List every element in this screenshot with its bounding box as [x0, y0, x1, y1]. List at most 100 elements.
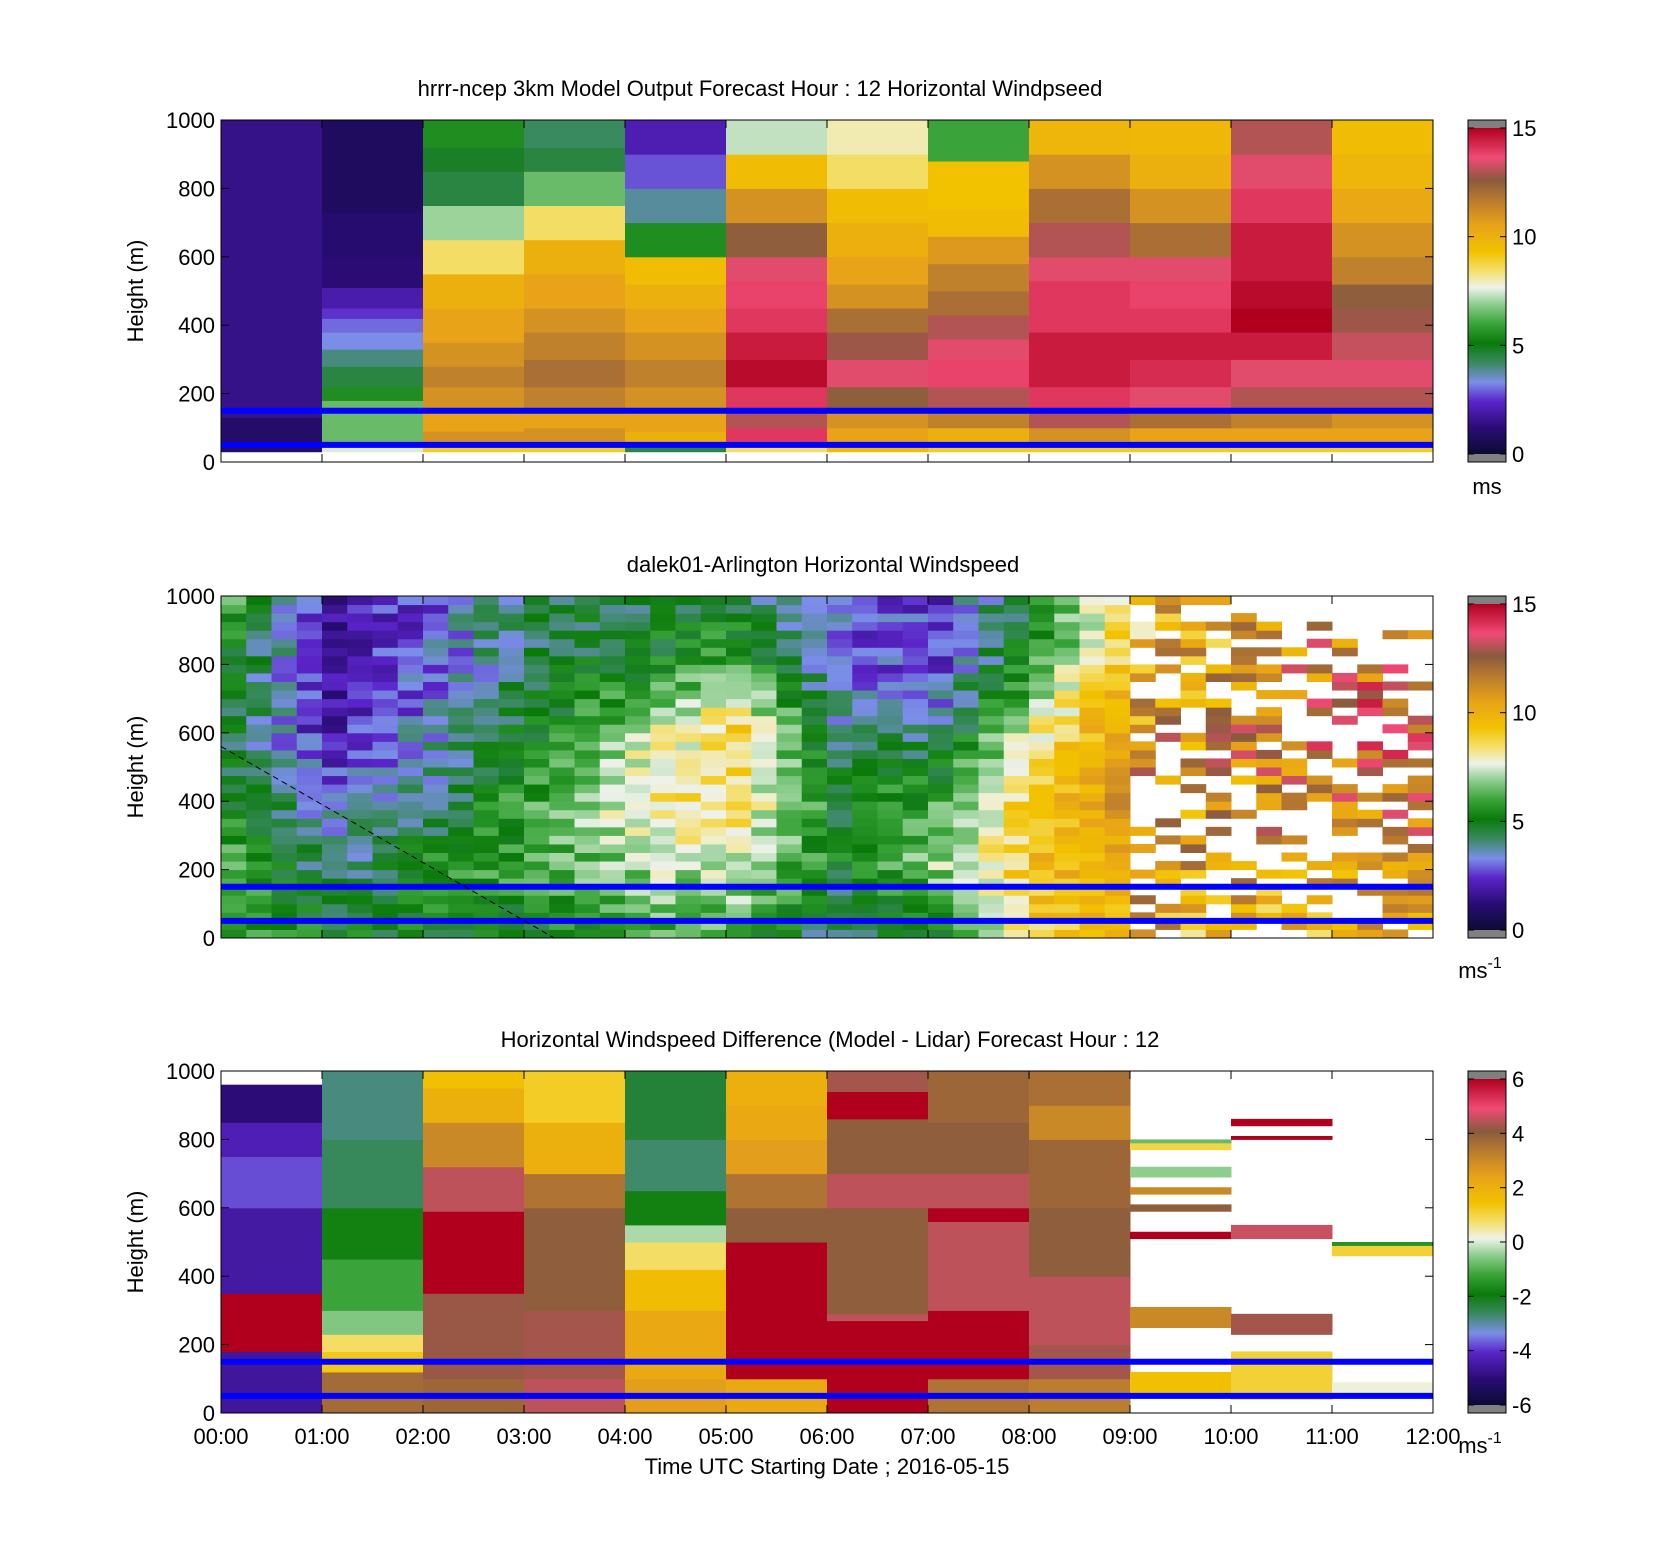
heatmap-cell — [827, 596, 853, 606]
heatmap-cell — [1180, 767, 1207, 777]
heatmap-cell — [599, 664, 626, 674]
heatmap-cell — [574, 690, 601, 700]
heatmap-cell — [827, 698, 853, 708]
panel-lidar: dalek01-Arlington Horizontal Windspeed 0… — [123, 552, 1536, 983]
y-tick-label: 600 — [178, 245, 215, 270]
heatmap-cell — [978, 749, 1005, 759]
heatmap-cell — [372, 690, 399, 700]
heatmap-cell — [574, 818, 601, 828]
heatmap-cell — [902, 861, 929, 871]
heatmap-cell — [423, 664, 449, 674]
heatmap-cell — [625, 826, 651, 836]
heatmap-cell — [902, 767, 929, 777]
heatmap-cell — [1231, 809, 1257, 819]
heatmap-cell — [1332, 188, 1434, 224]
heatmap-cell — [524, 147, 626, 172]
heatmap-cell — [372, 801, 399, 811]
heatmap-cell — [1130, 869, 1156, 879]
heatmap-cell — [726, 613, 752, 623]
heatmap-cell — [625, 775, 651, 785]
heatmap-cell — [625, 749, 651, 759]
y-tick-label: 1000 — [166, 108, 215, 133]
panel-2-colorbar-overflow-high — [1468, 596, 1506, 604]
heatmap-cell — [877, 630, 904, 640]
heatmap-cell — [322, 681, 348, 691]
heatmap-cell — [1231, 1135, 1333, 1140]
heatmap-cell — [1054, 895, 1080, 905]
heatmap-cell — [574, 707, 601, 717]
heatmap-cell — [852, 835, 878, 845]
heatmap-cell — [1281, 741, 1308, 751]
heatmap-cell — [1029, 386, 1131, 412]
heatmap-cell — [726, 767, 752, 777]
heatmap-cell — [549, 861, 575, 871]
heatmap-cell — [801, 724, 828, 734]
heatmap-cell — [625, 188, 727, 224]
heatmap-cell — [1256, 784, 1282, 794]
heatmap-cell — [675, 647, 702, 657]
heatmap-cell — [902, 775, 929, 785]
heatmap-cell — [524, 1173, 626, 1209]
heatmap-cell — [1003, 801, 1030, 811]
heatmap-cell — [1029, 672, 1055, 682]
heatmap-cell — [751, 912, 777, 922]
heatmap-cell — [726, 1173, 828, 1209]
heatmap-cell — [473, 784, 500, 794]
heatmap-cell — [827, 809, 853, 819]
heatmap-cell — [1231, 630, 1257, 640]
heatmap-cell — [1003, 895, 1030, 905]
heatmap-cell — [877, 681, 904, 691]
heatmap-cell — [801, 852, 828, 862]
heatmap-cell — [625, 1310, 727, 1380]
heatmap-cell — [423, 767, 449, 777]
y-tick-label: 0 — [203, 1401, 215, 1426]
heatmap-cell — [347, 835, 373, 845]
heatmap-cell — [827, 681, 853, 691]
heatmap-cell — [347, 758, 373, 768]
heatmap-cell — [1357, 698, 1383, 708]
colorbar-tick-label: -6 — [1512, 1393, 1532, 1418]
heatmap-cell — [827, 792, 853, 802]
heatmap-cell — [1155, 638, 1181, 648]
heatmap-cell — [524, 681, 550, 691]
heatmap-cell — [928, 784, 954, 794]
heatmap-cell — [1382, 707, 1409, 717]
heatmap-cell — [953, 647, 979, 657]
heatmap-cell — [423, 732, 449, 742]
heatmap-cell — [574, 604, 601, 614]
heatmap-cell — [1130, 912, 1156, 922]
heatmap-cell — [1332, 826, 1358, 836]
heatmap-cell — [877, 707, 904, 717]
heatmap-cell — [524, 912, 550, 922]
heatmap-cell — [524, 852, 550, 862]
heatmap-cell — [322, 886, 348, 896]
heatmap-cell — [700, 672, 727, 682]
heatmap-cell — [675, 672, 702, 682]
heatmap-cell — [902, 741, 929, 751]
heatmap-cell — [675, 843, 702, 853]
heatmap-cell — [221, 767, 247, 777]
heatmap-cell — [953, 792, 979, 802]
heatmap-cell — [650, 784, 676, 794]
heatmap-cell — [1029, 775, 1055, 785]
colorbar-tick-label: -2 — [1512, 1284, 1532, 1309]
heatmap-cell — [726, 690, 752, 700]
heatmap-cell — [877, 758, 904, 768]
panel-3-colorbar-unit: ms-1 — [1458, 1430, 1502, 1458]
heatmap-cell — [700, 767, 727, 777]
heatmap-cell — [322, 775, 348, 785]
y-tick-label: 800 — [178, 176, 215, 201]
heatmap-cell — [1332, 154, 1434, 189]
heatmap-cell — [902, 784, 929, 794]
heatmap-cell — [726, 621, 752, 631]
heatmap-cell — [1357, 749, 1383, 759]
heatmap-cell — [902, 929, 929, 939]
heatmap-cell — [1332, 308, 1434, 333]
heatmap-cell — [347, 604, 373, 614]
heatmap-cell — [498, 801, 525, 811]
heatmap-cell — [322, 318, 424, 333]
heatmap-cell — [1104, 758, 1131, 768]
colorbar-tick-label: 0 — [1512, 1230, 1524, 1255]
heatmap-cell — [675, 613, 702, 623]
heatmap-cell — [751, 861, 777, 871]
